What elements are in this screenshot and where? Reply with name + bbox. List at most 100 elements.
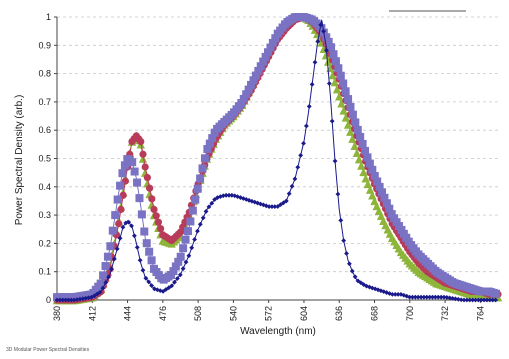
series-3-point-72 [260, 202, 266, 208]
series-3-point-93 [321, 28, 326, 34]
series-2-point-79 [244, 85, 253, 94]
series-3-point-140 [455, 296, 461, 302]
series-3-point-98 [335, 191, 341, 197]
series-0-point-138 [357, 161, 366, 170]
series-3-point-58 [220, 193, 226, 199]
series-0-point-123 [324, 57, 333, 66]
series-2-point-56 [188, 206, 197, 215]
series-3-point-59 [223, 192, 229, 198]
series-3-point-124 [410, 294, 415, 300]
series-2-point-62 [203, 145, 212, 154]
series-2-point-51 [176, 252, 185, 261]
series-3-point-9 [80, 296, 86, 302]
x-tick-label-0: 380 [52, 306, 62, 321]
y-tick-label-9: 0.9 [38, 40, 51, 50]
series-2-point-83 [254, 66, 263, 75]
series-3-point-100 [341, 238, 347, 243]
series-2-point-25 [113, 195, 122, 204]
series-3-point-135 [441, 294, 447, 300]
series-3-point-136 [444, 295, 450, 300]
series-1-point-42 [146, 184, 154, 192]
series-1-point-45 [152, 212, 160, 220]
series-0-point-127 [332, 84, 342, 94]
y-tick-label-5: 0.5 [38, 154, 51, 164]
series-2-point-59 [196, 174, 205, 183]
series-0-point-128 [335, 92, 344, 101]
series-2-point-136 [382, 199, 391, 208]
series-2-point-120 [344, 95, 353, 104]
series-3-point-7 [74, 297, 80, 303]
series-3-point-0 [54, 297, 60, 303]
series-3-point-68 [249, 198, 255, 204]
series-3-point-24 [123, 220, 129, 226]
series-3-point-138 [450, 295, 455, 301]
series-3-point-103 [349, 268, 355, 274]
series-3-point-95 [326, 81, 332, 86]
series-3-point-81 [286, 191, 292, 196]
series-3-point-18 [106, 274, 111, 280]
series-3-line [57, 19, 498, 301]
x-tick-label-1: 412 [87, 306, 97, 321]
series-3-point-16 [100, 285, 106, 291]
series-2-point-125 [356, 132, 365, 141]
series-3-point-32 [146, 279, 152, 285]
series-2-point-87 [264, 48, 273, 57]
series-0-point-134 [348, 134, 357, 143]
series-2-point-60 [198, 164, 207, 173]
series-3-point-74 [266, 204, 272, 210]
series-2-point-82 [251, 71, 260, 80]
series-3-point-102 [346, 261, 352, 267]
series-2-point-137 [385, 204, 394, 213]
series-3-point-3 [63, 297, 68, 303]
series-2-point-26 [116, 181, 125, 190]
series-0-point-133 [346, 127, 355, 136]
series-0-point-132 [343, 120, 353, 129]
series-3-point-67 [246, 197, 252, 203]
series-3-point-79 [281, 200, 286, 206]
series-2-point-122 [348, 110, 357, 119]
footnote: 3D Modular Power Spectral Densities [6, 347, 90, 353]
series-2-point-20 [101, 262, 110, 271]
series-2-point-35 [137, 210, 146, 219]
series-2-point-50 [174, 257, 183, 266]
series-2-point-49 [171, 262, 180, 271]
series-3-point-121 [401, 292, 407, 298]
series-2-point-57 [191, 195, 200, 204]
series-3-point-30 [140, 267, 146, 273]
series-3-point-23 [120, 224, 126, 230]
series-3-point-151 [487, 297, 493, 303]
series-3-point-21 [114, 246, 120, 252]
x-tick-label-7: 604 [299, 306, 309, 321]
series-3-point-101 [344, 251, 349, 256]
series-3-point-6 [71, 297, 77, 303]
series-3-point-131 [430, 294, 435, 300]
series-3-point-83 [292, 176, 298, 182]
series-2-point-109 [317, 24, 326, 33]
series-3-point-139 [453, 296, 458, 302]
y-tick-label-0: 0 [46, 295, 51, 305]
series-0-point-39 [138, 154, 148, 163]
series-0-point-125 [328, 70, 337, 80]
series-3-point-86 [301, 140, 306, 146]
series-3-point-47 [189, 245, 195, 251]
series-3-point-8 [77, 296, 83, 302]
series-3-point-129 [424, 294, 430, 300]
series-2-point-118 [339, 79, 348, 88]
x-tick-label-2: 444 [123, 306, 133, 321]
series-3-point-104 [352, 274, 358, 280]
series-0-point-126 [330, 77, 340, 87]
series-3-point-143 [464, 297, 470, 303]
series-3-point-84 [295, 164, 301, 170]
series-3-point-106 [358, 280, 364, 286]
series-3-point-1 [57, 297, 63, 303]
series-3-point-127 [418, 294, 424, 300]
series-0-point-136 [352, 148, 362, 158]
series-3-point-142 [461, 297, 467, 303]
series-2-point-32 [130, 167, 139, 176]
series-0-point-130 [339, 106, 348, 115]
series-3-point-53 [206, 204, 212, 210]
series-2-point-36 [140, 227, 149, 236]
series-3-point-28 [134, 244, 140, 250]
